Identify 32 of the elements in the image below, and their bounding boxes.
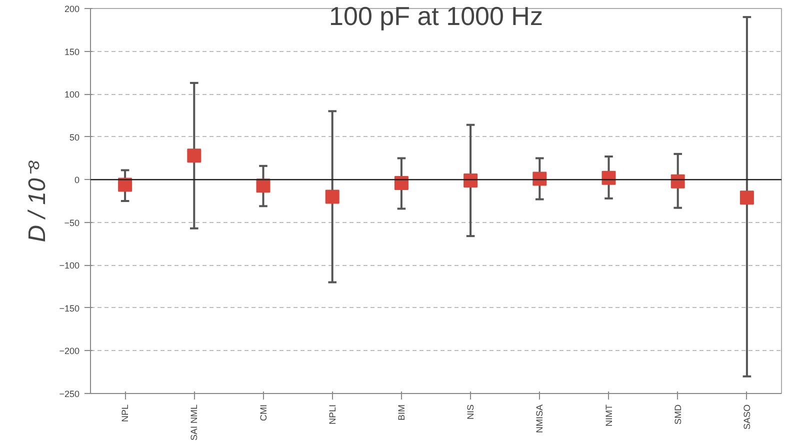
y-tick-label: −200: [59, 346, 80, 356]
y-tick-label: 150: [64, 46, 80, 57]
y-tick-label: 100: [64, 90, 80, 100]
y-tick-label: −150: [59, 303, 80, 314]
point: [464, 173, 478, 188]
y-tick-label: 200: [64, 4, 80, 14]
point: [532, 172, 547, 186]
point: [670, 174, 685, 188]
x-tick-label: NIMT: [604, 404, 614, 426]
x-tick-label: NMISA: [534, 404, 545, 434]
y-axis-title: D / 10⁻⁸: [24, 160, 52, 242]
point: [187, 148, 202, 163]
point: [256, 178, 270, 193]
point: [325, 190, 340, 204]
x-tick-label: BIM: [396, 404, 406, 420]
y-tick-label: 50: [69, 132, 80, 142]
x-tick-label: SMD: [672, 404, 683, 424]
x-tick-label: NIS: [466, 404, 476, 420]
y-tick-label: 0: [74, 175, 80, 186]
y-tick-label: −250: [59, 389, 80, 399]
point: [118, 178, 132, 192]
point: [740, 190, 754, 205]
point: [602, 170, 616, 185]
point: [394, 176, 408, 190]
y-tick-label: −100: [59, 260, 80, 271]
x-tick-label: SAI NML: [189, 404, 200, 441]
x-tick-label: CMI: [258, 404, 268, 421]
x-tick-label: NPL: [120, 404, 130, 422]
chart-title: 100 pF at 1000 Hz: [329, 1, 543, 31]
y-tick-label: −50: [64, 218, 80, 228]
x-tick-label: SASO: [742, 404, 752, 430]
x-tick-label: NPLI: [327, 404, 338, 425]
